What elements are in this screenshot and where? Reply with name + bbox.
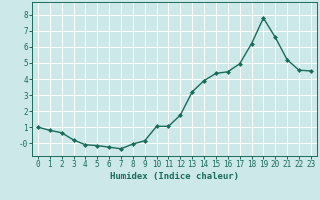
X-axis label: Humidex (Indice chaleur): Humidex (Indice chaleur) bbox=[110, 172, 239, 181]
